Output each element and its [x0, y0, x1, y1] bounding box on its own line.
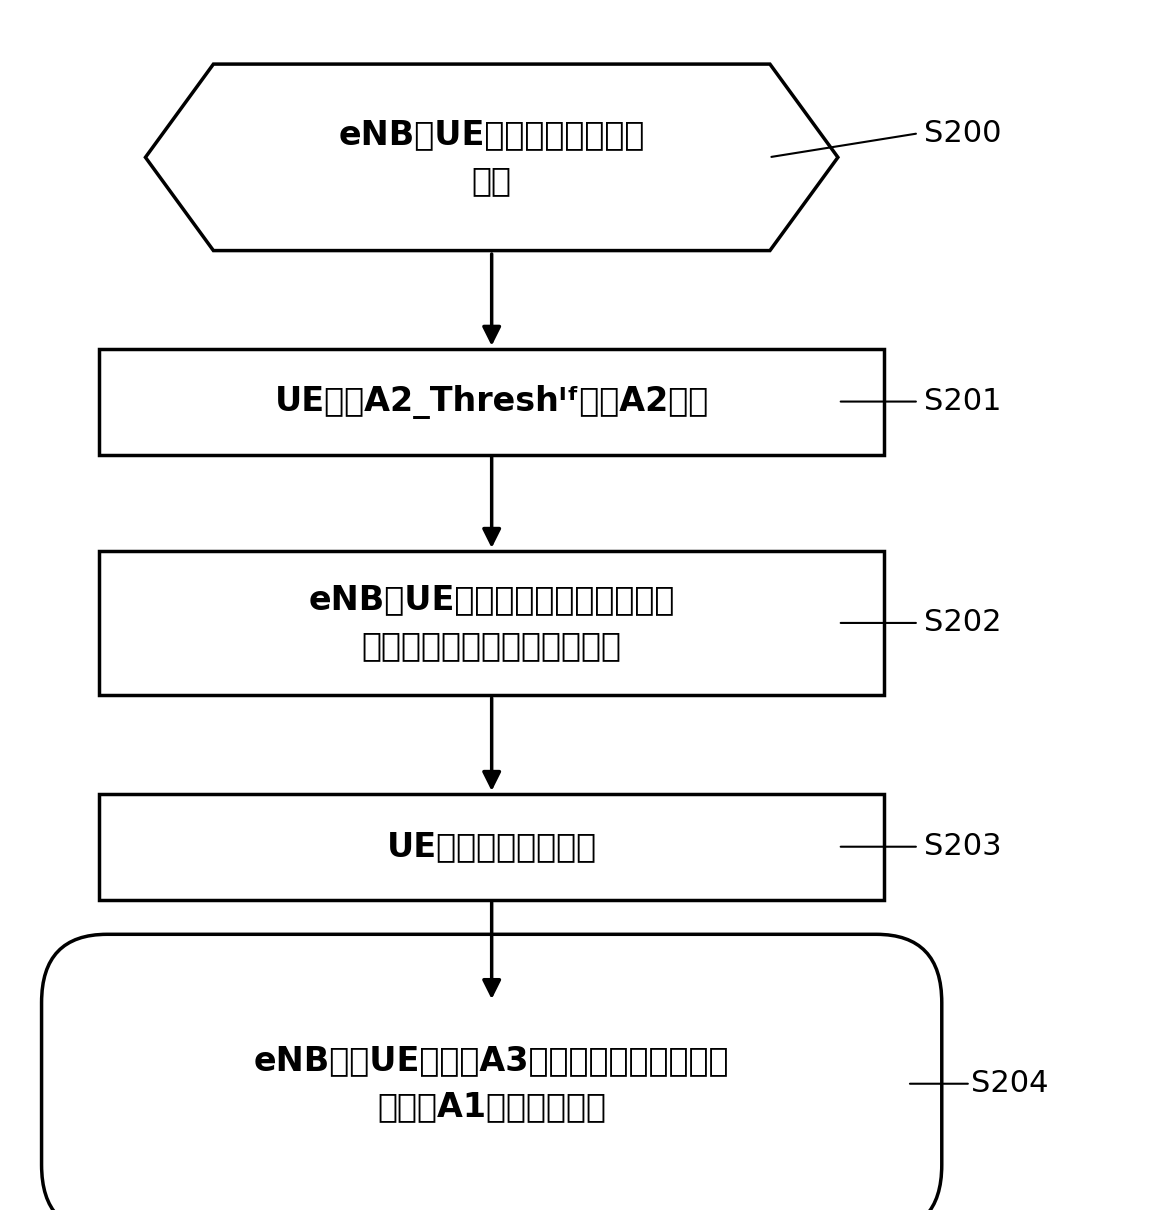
Text: S203: S203 — [924, 832, 1002, 862]
Bar — [99, 348, 884, 454]
Text: 者根据A1事件关闭测量: 者根据A1事件关闭测量 — [377, 1090, 606, 1123]
Text: S204: S204 — [971, 1070, 1048, 1098]
Text: eNB根据UE上报的A3事件启动频间切换，或: eNB根据UE上报的A3事件启动频间切换，或 — [253, 1044, 730, 1077]
Bar — [99, 551, 884, 695]
Polygon shape — [146, 65, 837, 251]
Text: S201: S201 — [924, 387, 1002, 416]
Text: S200: S200 — [924, 119, 1002, 147]
Text: S202: S202 — [924, 608, 1002, 638]
Text: UE开始执行频间测量: UE开始执行频间测量 — [387, 830, 597, 863]
Text: UE基于A2_Threshᴵᶠ触发A2事件: UE基于A2_Threshᴵᶠ触发A2事件 — [274, 385, 709, 419]
Text: eNB向UE下发频间测量开启指令，: eNB向UE下发频间测量开启指令， — [308, 584, 675, 617]
FancyBboxPatch shape — [42, 935, 941, 1217]
Bar — [99, 793, 884, 899]
Text: eNB向UE下发测量开启配置: eNB向UE下发测量开启配置 — [339, 118, 645, 151]
Text: 信息: 信息 — [472, 164, 512, 197]
Text: 以及对应的测量关闭配置信息: 以及对应的测量关闭配置信息 — [362, 629, 621, 662]
